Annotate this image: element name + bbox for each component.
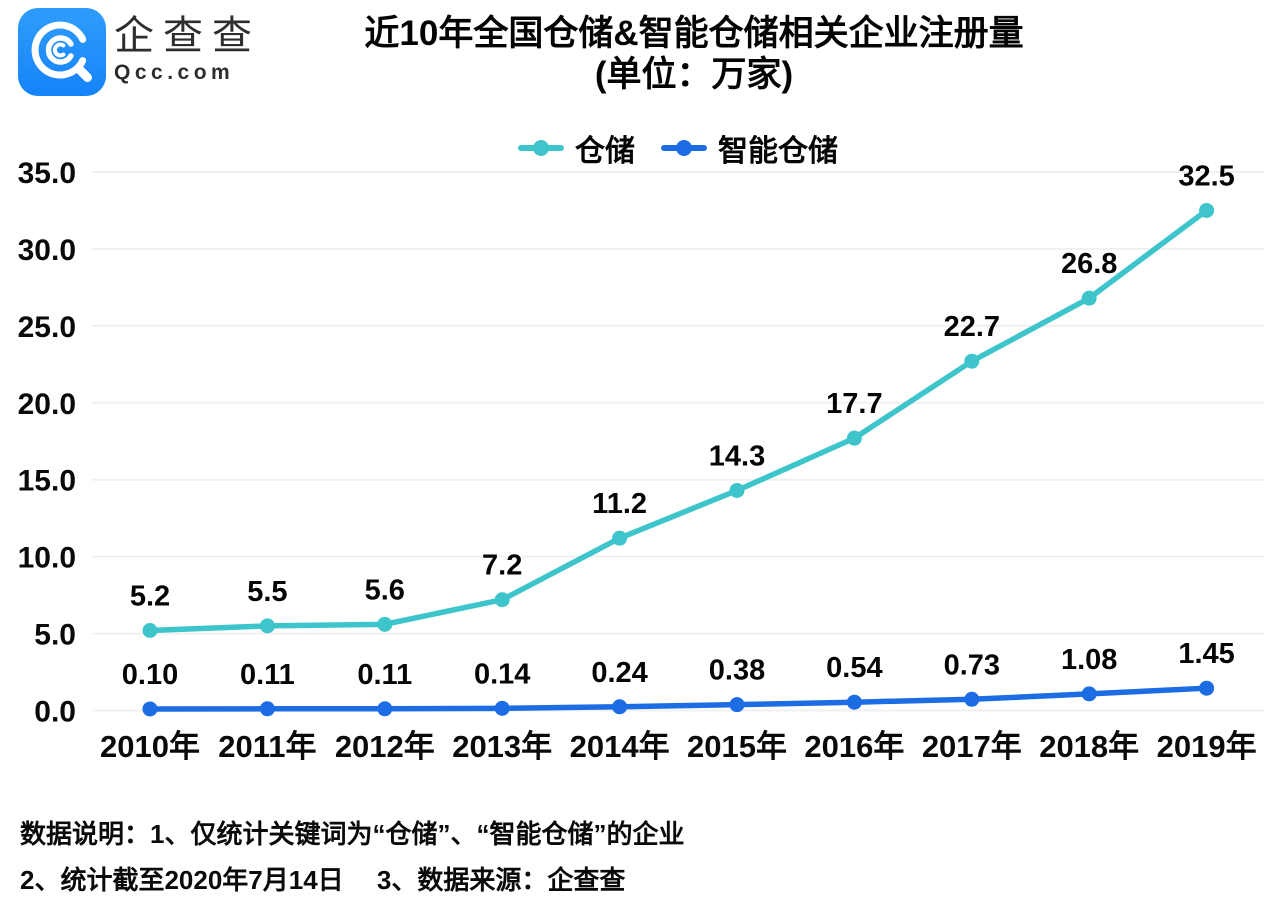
data-label-smart-warehouse: 1.45: [1178, 638, 1234, 670]
data-label-warehouse: 5.5: [247, 576, 287, 608]
data-point-warehouse: [259, 618, 275, 634]
data-point-smart-warehouse: [964, 691, 980, 707]
data-point-smart-warehouse: [142, 701, 158, 717]
data-point-smart-warehouse: [377, 701, 393, 717]
legend-dot-icon: [676, 140, 692, 156]
legend-item-warehouse: 仓储: [518, 126, 635, 170]
legend-line-icon: [518, 140, 564, 156]
x-axis-label: 2010年: [100, 729, 200, 764]
y-axis-label: 0.0: [34, 696, 76, 729]
data-point-warehouse: [612, 530, 628, 546]
x-axis-label: 2011年: [218, 729, 316, 764]
x-axis-label: 2012年: [335, 729, 435, 764]
data-point-warehouse: [142, 622, 158, 638]
data-label-warehouse: 22.7: [944, 311, 1000, 343]
chart-legend: 仓储 智能仓储: [92, 126, 1264, 170]
data-label-smart-warehouse: 0.11: [240, 659, 295, 691]
data-point-smart-warehouse: [612, 699, 628, 715]
chart-title: 近10年全国仓储&智能仓储相关企业注册量 (单位：万家): [120, 13, 1268, 95]
x-axis-label: 2019年: [1157, 729, 1257, 764]
x-axis-label: 2014年: [570, 729, 670, 764]
data-point-warehouse: [729, 482, 745, 498]
footer-note-1: 数据说明：1、仅统计关键词为“仓储”、“智能仓储”的企业: [20, 819, 685, 849]
chart-title-line1: 近10年全国仓储&智能仓储相关企业注册量: [364, 14, 1024, 53]
data-label-warehouse: 32.5: [1178, 160, 1234, 192]
legend-dot-icon: [533, 140, 549, 156]
data-point-warehouse: [964, 353, 980, 369]
data-label-smart-warehouse: 0.10: [122, 659, 178, 691]
x-axis-label: 2018年: [1039, 729, 1139, 764]
y-axis-label: 10.0: [18, 542, 76, 575]
data-label-smart-warehouse: 0.38: [709, 655, 765, 687]
data-label-smart-warehouse: 0.11: [357, 659, 412, 691]
y-axis-label: 30.0: [18, 234, 76, 267]
series-line-smart-warehouse: [147, 685, 1210, 712]
legend-label: 仓储: [575, 135, 635, 168]
data-label-warehouse: 5.2: [130, 580, 170, 612]
brand-block: 企查查 Qcc.com: [114, 13, 261, 85]
data-point-smart-warehouse: [494, 700, 510, 716]
data-label-warehouse: 14.3: [709, 440, 765, 472]
x-axis-label: 2013年: [452, 729, 552, 764]
footer-note-2: 2、统计截至2020年7月14日 3、数据来源：企查查: [20, 865, 626, 895]
data-label-smart-warehouse: 0.54: [826, 652, 882, 684]
data-label-smart-warehouse: 0.14: [474, 658, 530, 690]
y-axis-label: 25.0: [18, 311, 76, 344]
chart-title-line2: (单位：万家): [594, 55, 794, 94]
data-point-smart-warehouse: [729, 697, 745, 713]
brand-domain: Qcc.com: [114, 61, 235, 84]
qcc-logo: [18, 8, 106, 96]
x-axis-label: 2017年: [922, 729, 1022, 764]
legend-label: 智能仓储: [718, 135, 838, 168]
legend-item-smart-warehouse: 智能仓储: [661, 126, 838, 170]
data-label-smart-warehouse: 1.08: [1061, 644, 1117, 676]
data-point-warehouse: [1199, 202, 1215, 218]
qcc-logo-icon: [31, 21, 92, 82]
data-point-warehouse: [494, 592, 510, 608]
data-point-warehouse: [377, 616, 393, 632]
y-axis-label: 15.0: [18, 465, 76, 498]
data-point-smart-warehouse: [259, 701, 275, 717]
data-label-warehouse: 11.2: [592, 488, 647, 520]
data-label-warehouse: 7.2: [482, 550, 522, 582]
data-label-smart-warehouse: 0.73: [944, 649, 1000, 681]
data-label-warehouse: 5.6: [365, 574, 405, 606]
x-axis-label: 2016年: [804, 729, 904, 764]
data-point-warehouse: [846, 430, 862, 446]
data-label-warehouse: 17.7: [826, 388, 882, 420]
series-line-warehouse: [147, 207, 1210, 634]
footer-notes: 数据说明：1、仅统计关键词为“仓储”、“智能仓储”的企业 2、统计截至2020年…: [20, 811, 684, 903]
data-point-smart-warehouse: [1199, 680, 1215, 696]
data-point-smart-warehouse: [1081, 686, 1097, 702]
data-point-warehouse: [1081, 290, 1097, 306]
y-axis-label: 20.0: [18, 388, 76, 421]
x-axis-label: 2015年: [687, 729, 787, 764]
y-axis-label: 5.0: [34, 619, 76, 652]
data-label-warehouse: 26.8: [1061, 248, 1117, 280]
legend-line-icon: [661, 140, 707, 156]
brand-name: 企查查: [114, 14, 261, 58]
data-point-smart-warehouse: [846, 694, 862, 710]
y-axis-label: 35.0: [18, 157, 76, 190]
data-label-smart-warehouse: 0.24: [591, 657, 647, 689]
